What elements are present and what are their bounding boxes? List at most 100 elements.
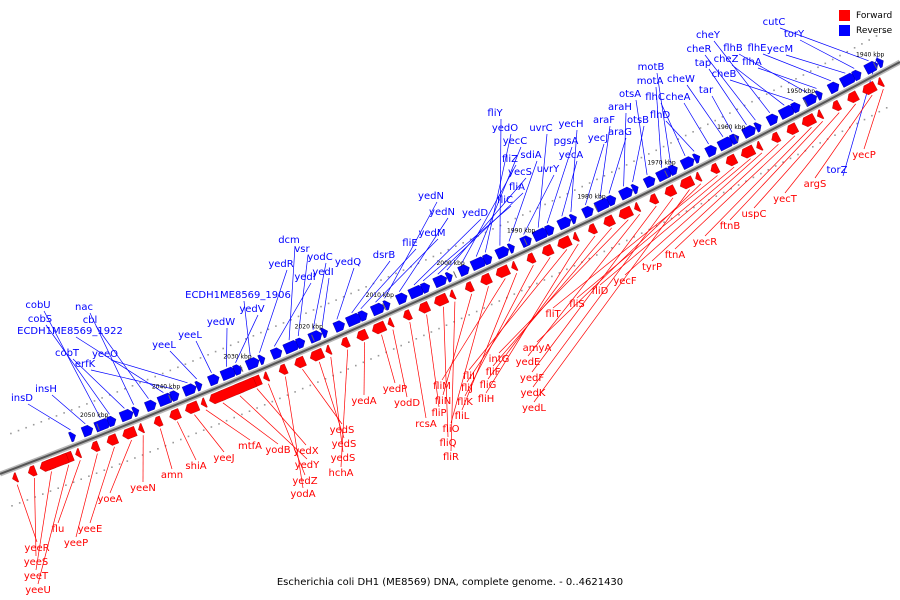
forward-gene-arrow [771,131,782,143]
guide-dot [408,341,410,343]
forward-gene-arrow [403,309,413,321]
reverse-gene-arrow [118,408,134,423]
forward-gene-arrow [169,408,182,421]
reverse-gene-label: uvrC [529,123,552,134]
reverse-leader-line [399,217,449,292]
reverse-gene-arrow [207,373,220,387]
guide-dot [180,438,182,441]
guide-dot [146,378,149,381]
reverse-gene-label: ECDH1ME8569_1922 [17,326,123,337]
reverse-gene-label: yedI [294,272,315,283]
guide-dot [514,217,517,220]
forward-leader-line [75,453,98,538]
forward-leader-line [57,460,81,524]
guide-dot [237,341,240,343]
forward-gene-label: yedY [295,460,320,471]
reverse-gene-arrow [826,81,840,95]
forward-gene-arrow [418,301,432,314]
reverse-gene-label: ECDH1ME8569_1906 [185,290,291,301]
kbp-tick [311,334,315,342]
reverse-gene-label: dsrB [373,250,396,261]
forward-leader-line [392,329,408,398]
guide-dot [199,357,202,359]
guide-dot [124,388,126,390]
guide-dot [400,344,402,347]
guide-dot [767,169,770,171]
guide-dot [95,472,98,474]
reverse-gene-label: torY [784,29,805,40]
forward-gene-label: yecP [852,150,876,161]
reverse-leader-line [686,84,724,137]
reverse-gene-label: araG [608,127,632,138]
reverse-gene-label: yedD [462,208,488,219]
guide-dot [309,384,312,387]
guide-dot [856,122,858,125]
forward-gene-label: yodD [394,398,420,409]
guide-dot [618,243,621,245]
forward-leader-line [468,249,568,371]
reverse-gene-label: vsr [294,244,310,255]
guide-dot [758,97,761,99]
reverse-gene-arrow [457,264,470,277]
guide-dot [377,354,380,357]
forward-gene-arrow [725,153,739,167]
guide-dot [101,397,103,399]
forward-leader-line [340,349,349,468]
guide-dot [362,361,365,364]
reverse-gene-label: cobT [55,348,80,359]
reverse-leader-line [537,133,548,228]
reverse-gene-label: flhD [650,110,671,121]
guide-dot [327,302,330,305]
kbp-tick [734,135,739,142]
forward-leader-line [35,471,52,571]
guide-dot [301,387,304,390]
dotted-guide-lines [10,31,888,507]
guide-dot [871,114,873,117]
forward-leader-line [704,126,812,237]
reverse-leader-line [785,54,846,74]
reverse-gene-label: flhA [742,57,762,68]
guide-dot [447,248,450,251]
reverse-gene-label: yedN [418,191,444,202]
guide-dot [780,85,783,88]
reverse-leader-line [446,177,527,271]
reverse-leader-line [632,125,645,183]
guide-dot [802,74,805,76]
forward-gene-arrow [185,400,201,415]
guide-dot [475,310,478,313]
guide-dot [339,371,342,374]
forward-gene-label: yecT [773,194,798,205]
forward-gene-arrow [449,289,457,300]
reverse-leader-line [508,160,538,242]
guide-dot [745,180,747,182]
kbp-tick [382,303,386,311]
guide-dot [566,268,568,271]
reverse-gene-arrow [765,113,779,127]
guide-dot [751,100,753,103]
guide-dot [279,397,281,400]
reverse-gene-arrow [319,327,328,339]
guide-dot [743,104,746,107]
guide-dot [347,368,349,370]
kbp-tick [96,423,100,431]
guide-dot [513,293,516,295]
forward-gene-arrow [464,281,475,293]
forward-gene-label: yecF [613,276,637,287]
forward-gene-arrow [495,264,511,279]
reverse-gene-arrow [667,164,678,177]
reverse-gene-arrow [814,90,823,101]
reverse-gene-label: cheZ [714,54,739,65]
forward-gene-label: fliT [545,309,561,320]
kbp-tick [453,271,457,279]
reverse-leader-line [711,95,733,133]
reverse-gene-arrow [568,213,577,225]
guide-dot [425,259,427,261]
forward-leader-line [814,94,873,179]
forward-gene-arrow [695,171,703,182]
reverse-gene-label: fliE [402,238,417,249]
guide-dot [271,400,274,403]
reverse-leader-line [235,314,259,363]
guide-dot [551,200,554,202]
guide-dot [640,232,643,234]
guide-dot [49,490,52,492]
